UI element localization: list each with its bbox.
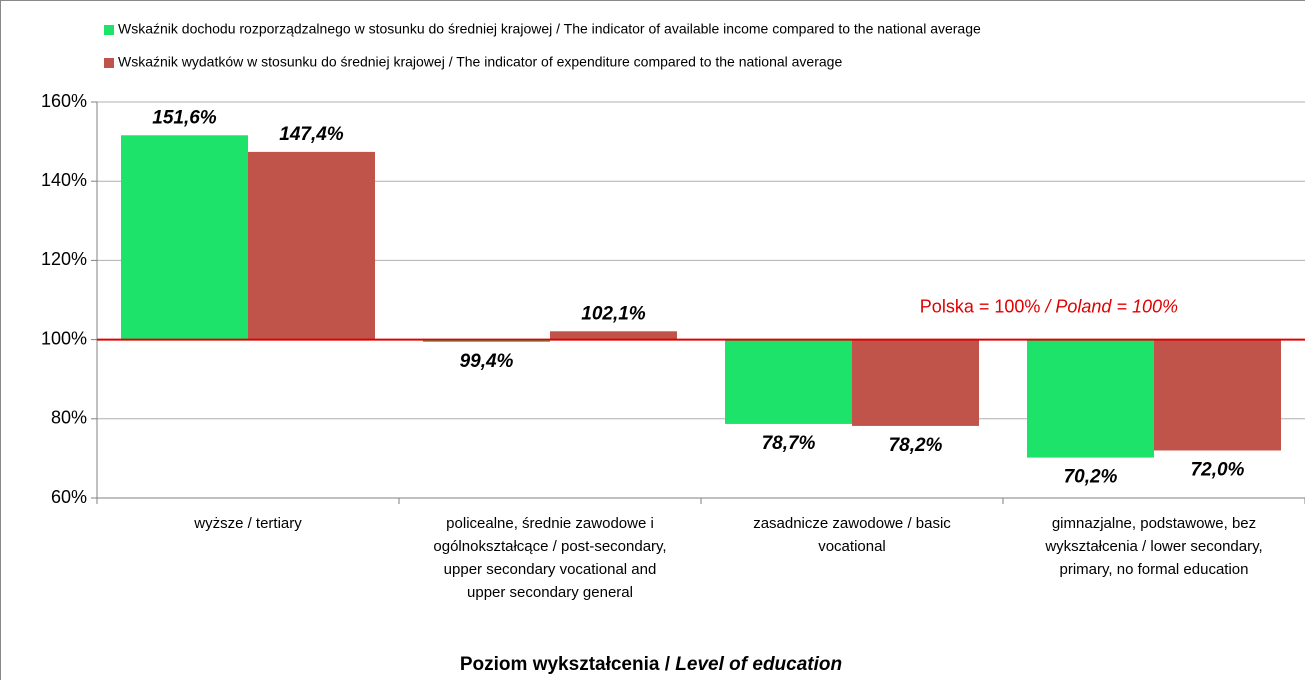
reference-label: Polska = 100% / Poland = 100%	[920, 296, 1178, 316]
x-tick-label: gimnazjalne, podstawowe, bez wykształcen…	[1045, 515, 1263, 578]
reference-label-main: Polska = 100%	[920, 296, 1041, 316]
data-label: 102,1%	[581, 303, 646, 324]
y-tick-label: 100%	[41, 328, 87, 348]
data-label: 72,0%	[1191, 459, 1245, 480]
bar	[1154, 339, 1281, 451]
y-tick-label: 120%	[41, 249, 87, 269]
legend-label: Wskaźnik wydatków w stosunku do średniej…	[118, 54, 842, 70]
x-tick-label: wyższe / tertiary	[194, 515, 302, 532]
x-axis-title: Poziom wykształcenia / Level of educatio…	[460, 654, 842, 675]
legend-swatch	[104, 25, 114, 35]
bar	[725, 339, 852, 424]
data-label: 78,7%	[762, 433, 816, 454]
x-axis-title-main: Poziom wykształcenia /	[460, 654, 671, 675]
bar	[852, 339, 979, 426]
x-tick-label: policealne, średnie zawodowe i ogólnoksz…	[433, 515, 667, 601]
legend-swatch	[104, 58, 114, 68]
data-label: 70,2%	[1064, 467, 1118, 488]
y-tick-label: 60%	[51, 487, 87, 507]
x-tick-label: zasadnicze zawodowe / basic vocational	[753, 515, 951, 555]
bar	[423, 339, 550, 342]
bar	[550, 331, 677, 340]
bar	[121, 135, 248, 340]
bar	[248, 151, 375, 340]
y-tick-label: 160%	[41, 91, 87, 111]
x-axis-title-italic: Level of education	[675, 654, 842, 675]
y-tick-label: 80%	[51, 408, 87, 428]
reference-label-italic: / Poland = 100%	[1043, 296, 1178, 316]
data-label: 99,4%	[460, 351, 514, 372]
data-label: 78,2%	[889, 435, 943, 456]
data-label: 147,4%	[279, 124, 344, 145]
bar	[1027, 339, 1154, 458]
legend-label: Wskaźnik dochodu rozporządzalnego w stos…	[118, 21, 981, 37]
y-tick-label: 140%	[41, 170, 87, 190]
data-label: 151,6%	[152, 107, 217, 128]
